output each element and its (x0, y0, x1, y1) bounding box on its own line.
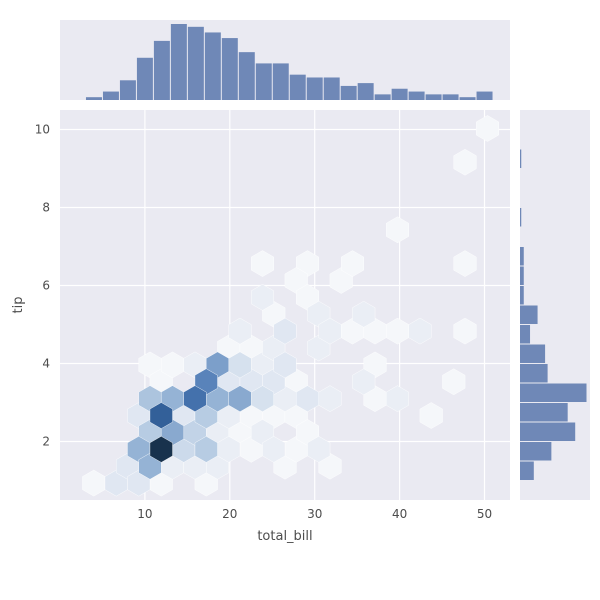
marginal-y-bar (520, 403, 568, 422)
xtick-label: 10 (137, 507, 152, 521)
ytick-label: 6 (42, 279, 50, 293)
marginal-x-bar (409, 92, 425, 100)
marginal-x-bar (324, 77, 340, 100)
marginal-x-bar (273, 63, 289, 100)
marginal-x-bar (120, 80, 136, 100)
ytick-label: 8 (42, 201, 50, 215)
marginal-x-bar (341, 86, 357, 100)
marginal-y-bar (520, 267, 524, 286)
marginal-x-bar (460, 97, 476, 100)
marginal-y-bar (520, 462, 534, 481)
marginal-y-bar (520, 345, 545, 364)
xtick-label: 50 (477, 507, 492, 521)
marginal-x-bar (256, 63, 272, 100)
xtick-label: 30 (307, 507, 322, 521)
marginal-x-bar (358, 83, 374, 100)
ytick-label: 4 (42, 357, 50, 371)
marginal-x-bar (137, 58, 153, 100)
ytick-label: 10 (35, 123, 50, 137)
jointplot-figure: 10 20 30 40 50 2 4 6 8 10 total_bill tip (0, 0, 600, 600)
marginal-x-bar (205, 32, 221, 100)
xlabel: total_bill (257, 529, 312, 544)
marginal-y-bar (520, 384, 587, 403)
marginal-x-bar (103, 92, 119, 100)
marginal-x-bar (375, 94, 391, 100)
marginal-y-bar (520, 364, 548, 383)
xtick-label: 20 (222, 507, 237, 521)
xtick-label: 40 (392, 507, 407, 521)
marginal-x-bar (222, 38, 238, 100)
marginal-y-bar (520, 442, 551, 461)
marginal-x-bar (86, 97, 102, 100)
marginal-x-bar (426, 94, 442, 100)
marginal-y-bar (520, 208, 521, 227)
chart-svg: 10 20 30 40 50 2 4 6 8 10 total_bill tip (0, 0, 600, 600)
marginal-y-bar (520, 247, 524, 266)
marginal-x-bar (290, 75, 306, 100)
marginal-x-bar (154, 41, 170, 100)
right-marginal-panel (520, 110, 590, 500)
marginal-x-bar (477, 92, 493, 100)
ytick-label: 2 (42, 435, 50, 449)
ylabel: tip (11, 297, 26, 314)
marginal-x-bar (307, 77, 323, 100)
marginal-x-bar (443, 94, 459, 100)
marginal-y-bar (520, 423, 575, 442)
marginal-y-bar (520, 325, 530, 344)
marginal-x-bar (171, 24, 187, 100)
marginal-y-bar (520, 306, 538, 325)
marginal-x-bar (188, 27, 204, 100)
marginal-y-bar (520, 150, 521, 169)
marginal-y-bar (520, 286, 524, 305)
marginal-x-bar (239, 52, 255, 100)
marginal-x-bar (392, 89, 408, 100)
